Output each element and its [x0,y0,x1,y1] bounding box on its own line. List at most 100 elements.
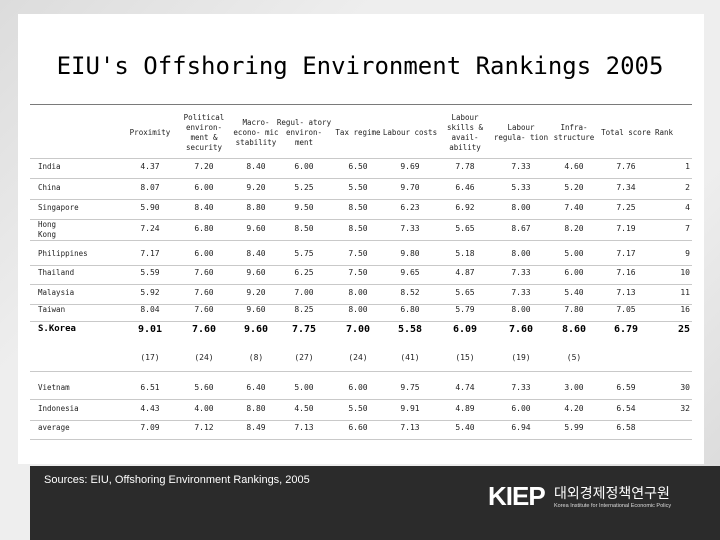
korea-rank: (5) [566,353,582,362]
table-cell: 8.04 [140,305,160,314]
table-cell: 5.65 [455,224,475,233]
country-label: Malaysia [38,288,75,297]
column-header: Labour costs [382,128,438,137]
column-header: Labour regula- tion [493,123,549,142]
table-cell: 7.33 [400,224,420,233]
country-label: India [38,162,61,171]
table-cell: 7.60 [194,288,214,297]
header-rule [30,104,692,105]
korea-rank: (41) [400,353,420,362]
table-cell: 6.00 [564,268,584,277]
table-cell: 8.20 [564,224,584,233]
row-divider [30,439,692,440]
table-cell: 7.13 [294,423,314,432]
table-cell: 6.94 [511,423,531,432]
table-cell: 9.20 [246,288,266,297]
kiep-logo-english: Korea Institute for International Econom… [554,503,672,509]
table-cell: 7.33 [511,288,531,297]
table-cell: 8.50 [294,224,314,233]
table-cell: 4.43 [140,404,160,413]
table-cell: 5.65 [455,288,475,297]
table-cell: 7.60 [194,305,214,314]
table-cell: 6.00 [194,183,214,192]
column-header: Infra- structure [553,123,595,142]
table-cell: 6.80 [400,305,420,314]
table-cell: 6.54 [616,404,636,413]
row-divider [30,219,692,220]
table-cell: 7.17 [140,249,160,258]
table-cell: 7.60 [508,324,534,335]
column-header: Macro- econo- mic stability [233,118,279,147]
table-cell: 4 [685,203,690,212]
country-label: Hong Kong [38,220,57,239]
country-label: Vietnam [38,383,70,392]
column-header: Regul- atory environ- ment [276,118,332,147]
table-cell: 5.60 [194,383,214,392]
table-cell: 4.00 [194,404,214,413]
country-label: average [38,423,70,432]
table-cell: 8.49 [246,423,266,432]
table-cell: 7.80 [564,305,584,314]
footer-bar [30,466,720,540]
table-cell: 6.50 [348,162,368,171]
country-label: S.Korea [38,324,76,334]
table-cell: 7.17 [616,249,636,258]
table-cell: 9 [685,249,690,258]
table-cell: 6.60 [348,423,368,432]
table-cell: 8.50 [348,203,368,212]
row-divider [30,371,692,372]
country-label: Philippines [38,249,88,258]
table-cell: 7 [685,224,690,233]
table-cell: 7.40 [564,203,584,212]
korea-rank: (24) [194,353,214,362]
table-cell: 8.07 [140,183,160,192]
table-cell: 6.92 [455,203,475,212]
row-divider [30,240,692,241]
table-cell: 6.25 [294,268,314,277]
table-cell: 6.58 [616,423,636,432]
row-divider [30,304,692,305]
column-header: Total score [601,128,651,137]
table-cell: 5.33 [511,183,531,192]
table-cell: 7.00 [345,324,371,335]
table-cell: 6.80 [194,224,214,233]
table-cell: 8.25 [294,305,314,314]
table-cell: 7.60 [191,324,217,335]
country-label: China [38,183,61,192]
table-cell: 3.00 [564,383,584,392]
table-cell: 8.80 [246,203,266,212]
country-label: Thailand [38,268,75,277]
table-cell: 5.79 [455,305,475,314]
table-cell: 5.25 [294,183,314,192]
table-cell: 8.00 [348,288,368,297]
table-cell: 6.09 [452,324,478,335]
table-cell: 7.50 [348,249,368,258]
kiep-logo-korean: 대외경제정책연구원 [554,486,670,502]
korea-rank: (19) [511,353,531,362]
table-cell: 6.00 [294,162,314,171]
table-cell: 5.00 [294,383,314,392]
table-cell: 4.50 [294,404,314,413]
table-cell: 5.59 [140,268,160,277]
table-cell: 5.90 [140,203,160,212]
table-cell: 6.79 [613,324,639,335]
table-cell: 5.50 [348,183,368,192]
table-cell: 5.00 [564,249,584,258]
slide-title: EIU's Offshoring Environment Rankings 20… [56,52,664,80]
row-divider [30,420,692,421]
column-header: Tax regime [335,128,381,137]
table-cell: 7.33 [511,162,531,171]
korea-rank: (24) [348,353,368,362]
korea-rank: (8) [248,353,264,362]
row-divider [30,178,692,179]
table-cell: 8.00 [511,305,531,314]
country-label: Indonesia [38,404,79,413]
table-cell: 8.60 [561,324,587,335]
table-cell: 9.20 [246,183,266,192]
column-header: Proximity [129,128,171,137]
table-cell: 7.09 [140,423,160,432]
table-cell: 9.69 [400,162,420,171]
table-cell: 8.80 [246,404,266,413]
table-cell: 6.00 [348,383,368,392]
kiep-logo-mark: KIEP [488,481,546,511]
